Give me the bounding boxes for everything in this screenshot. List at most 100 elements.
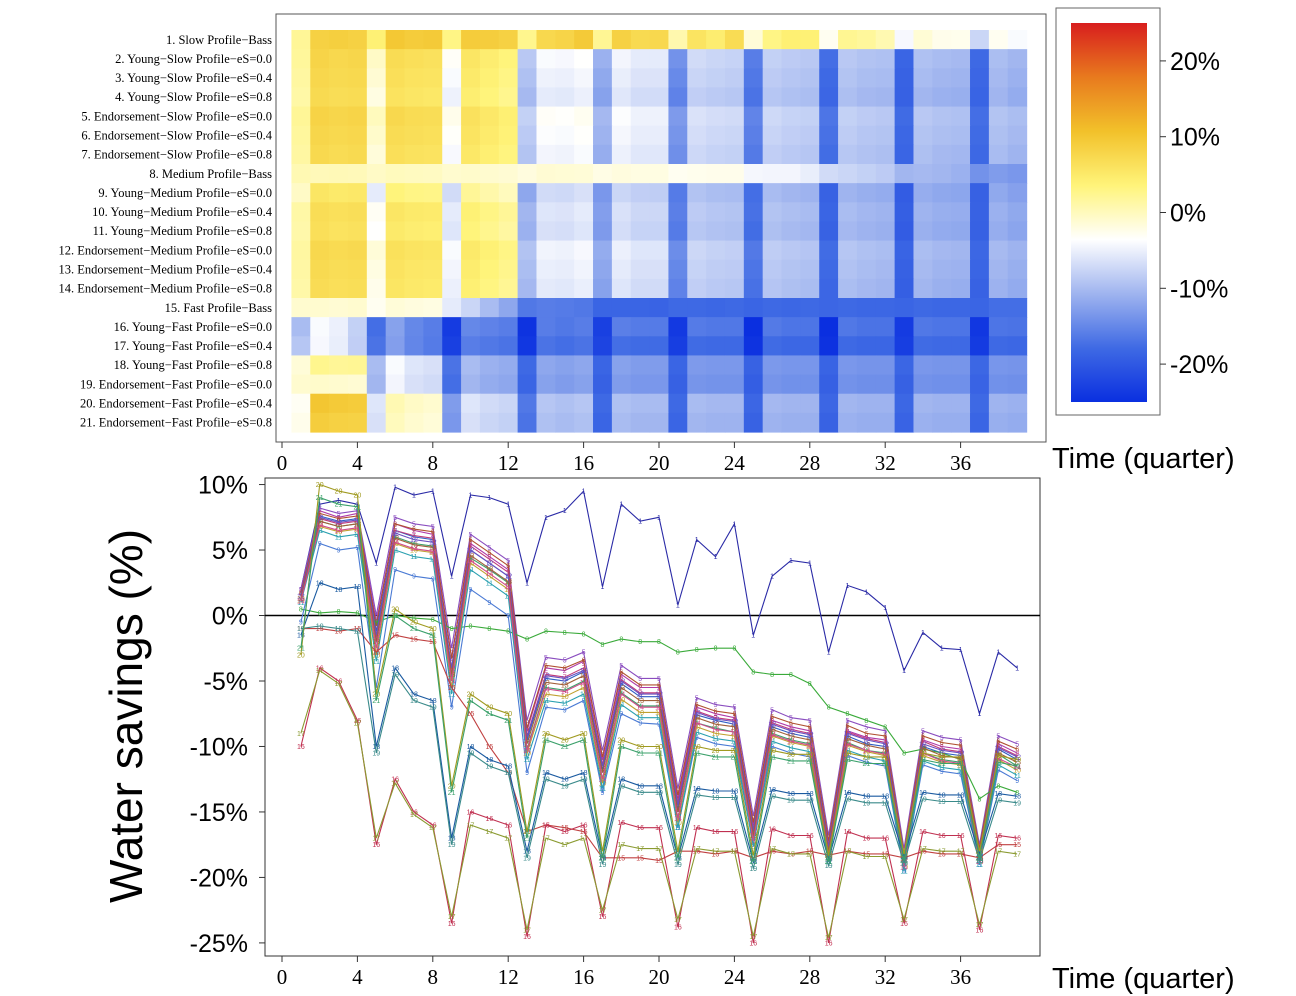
line-point-marker: 21	[862, 761, 870, 768]
heatmap-cell	[366, 144, 387, 165]
line-point-marker: 21	[693, 751, 701, 758]
line-point-marker: 16	[391, 777, 399, 784]
heatmap-cell	[593, 68, 613, 89]
heatmap-cell	[668, 125, 688, 146]
line-point-marker: 20	[844, 751, 852, 758]
heatmap-cell	[819, 49, 839, 69]
heatmap-cell	[404, 393, 424, 414]
line-point-marker: 18	[938, 792, 946, 799]
line-point-marker: 19	[448, 842, 456, 849]
line-point-marker: 9	[977, 862, 981, 869]
heatmap-cell	[630, 278, 651, 299]
line-point-marker: 1	[393, 485, 397, 492]
line-point-marker: 13	[731, 724, 739, 731]
heatmap-cell	[593, 183, 613, 203]
line-point-marker: 1	[902, 668, 906, 675]
heatmap-cell	[668, 336, 688, 357]
heatmap-cell	[1007, 259, 1028, 280]
heatmap-cell	[347, 87, 368, 108]
heatmap-cell	[593, 336, 613, 357]
line-point-marker: 5	[883, 728, 887, 735]
heatmap-cell	[366, 374, 387, 395]
heatmap-cell	[800, 49, 820, 69]
heatmap-cell	[1007, 240, 1028, 261]
heatmap-cell	[404, 412, 424, 433]
heatmap-cell	[630, 317, 651, 337]
line-point-marker: 8	[770, 672, 774, 679]
line-point-marker: 5	[487, 545, 491, 552]
heatmap-cell	[724, 317, 745, 337]
line-point-marker: 19	[617, 783, 625, 790]
heatmap-cell	[668, 298, 688, 318]
heatmap-cell	[875, 49, 896, 69]
line-point-marker: 18	[844, 790, 852, 797]
line-point-marker: 10	[636, 710, 644, 717]
line-point-marker: 15	[693, 849, 701, 856]
line-point-marker: 17	[919, 846, 927, 853]
heatmap-cell	[913, 278, 933, 299]
heatmap-row-label: 6. Endorsement−Slow Profile−eS=0.4	[81, 128, 272, 142]
line-point-marker: 11	[373, 659, 380, 666]
line-point-marker: 7	[318, 516, 322, 523]
heatmap-cell	[385, 317, 406, 337]
heatmap-cell	[498, 68, 519, 89]
heatmap-cell	[329, 221, 349, 242]
heatmap-cell	[498, 87, 519, 108]
heatmap-cell	[1007, 49, 1028, 69]
heatmap-cell	[555, 30, 575, 50]
heatmap-cell	[856, 183, 877, 203]
line-point-marker: 3	[695, 713, 699, 720]
heatmap-cell	[555, 240, 575, 261]
heatmap-cell	[838, 68, 858, 89]
heatmap-cell	[404, 336, 424, 357]
heatmap-cell	[838, 221, 858, 242]
line-point-marker: 8	[299, 606, 303, 613]
heatmap-cell	[951, 240, 971, 261]
heatmap-cell	[1007, 202, 1028, 223]
line-point-marker: 10	[467, 561, 475, 568]
heatmap-cell	[951, 221, 971, 242]
heatmap-cell	[442, 202, 462, 223]
heatmap-cell	[800, 106, 820, 127]
heatmap-cell	[385, 164, 406, 184]
heatmap-cell	[932, 412, 952, 433]
heatmap-cell	[875, 164, 896, 184]
heatmap-cell	[329, 106, 349, 127]
line-point-marker: 15	[768, 849, 776, 856]
heatmap-x-tick-label: 12	[498, 451, 519, 475]
heatmap-cell	[498, 221, 519, 242]
line-point-marker: 14	[410, 546, 418, 553]
heatmap-cell	[479, 221, 500, 242]
heatmap-cell	[347, 336, 368, 357]
line-point-marker: 1	[412, 493, 416, 500]
heatmap-cell	[498, 412, 519, 433]
line-point-marker: 16	[749, 940, 757, 947]
heatmap-row-label: 13. Endorsement−Medium Profile−eS=0.4	[59, 262, 273, 276]
heatmap-cell	[1007, 30, 1028, 50]
heatmap-cell	[329, 87, 349, 108]
line-point-marker: 7	[582, 665, 586, 672]
line-point-marker: 6	[1015, 747, 1019, 754]
heatmap-cell	[498, 30, 519, 50]
heatmap-cell	[668, 240, 688, 261]
heatmap-cell	[423, 412, 443, 433]
heatmap-cell	[574, 298, 594, 318]
heatmap-cell	[310, 298, 330, 318]
heatmap-cell	[404, 87, 424, 108]
line-point-marker: 11	[637, 715, 644, 722]
line-point-marker: 20	[919, 751, 927, 758]
heatmap-cell	[819, 278, 839, 299]
heatmap-row-label: 3. Young−Slow Profile−eS=0.4	[115, 71, 273, 85]
heatmap-cell	[988, 374, 1009, 395]
heatmap-cell	[442, 412, 462, 433]
heatmap-x-tick-label: 20	[649, 451, 670, 475]
heatmap-cell	[856, 278, 877, 299]
heatmap-cell	[706, 240, 726, 261]
heatmap-cell	[385, 374, 406, 395]
heatmap-cell	[611, 298, 632, 318]
line-point-marker: 5	[864, 724, 868, 731]
heatmap-cell	[838, 278, 858, 299]
heatmap-cell	[1007, 355, 1028, 376]
